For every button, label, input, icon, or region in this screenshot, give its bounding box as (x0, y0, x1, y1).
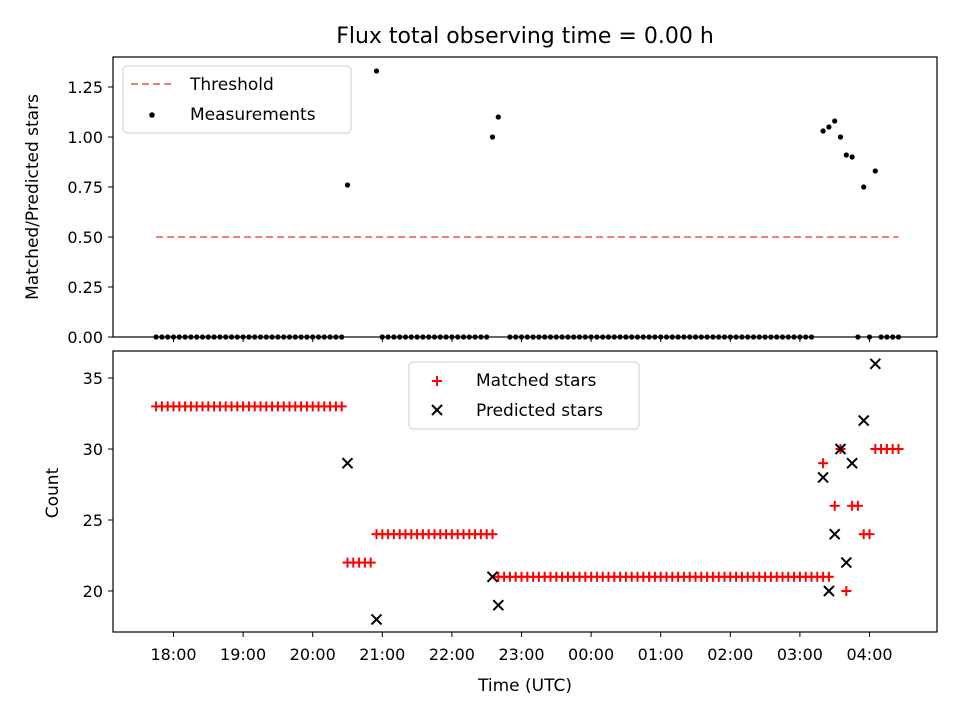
measurement-point (820, 128, 826, 134)
measurement-point (849, 154, 855, 160)
top-legend-box (122, 65, 352, 134)
matched-star-point (893, 444, 904, 454)
x-tick-label: 02:00 (707, 645, 753, 664)
predicted-star-point (840, 556, 853, 569)
bottom-plot-area: 20 25 30 35 18:00 19:00 20:00 21:00 22:00 23:00 00… (83, 358, 904, 664)
matched-star-point (823, 571, 834, 582)
bottom-y-tick-label: 25 (83, 511, 103, 530)
top-y-tick-label: 1.25 (67, 78, 103, 97)
x-tick-label: 04:00 (846, 645, 892, 664)
bottom-axes-frame (112, 350, 938, 633)
predicted-star-point (817, 471, 829, 484)
matched-legend-label: Matched stars (476, 371, 596, 391)
predicted-star-point (370, 613, 383, 626)
bottom-panel: Count Time (UTC) 20 25 30 35 18:00 19:00 20:00… (43, 350, 938, 696)
predicted-star-point (341, 457, 354, 469)
predicted-star-point (869, 358, 882, 370)
predicted-star-point (828, 528, 841, 540)
measurement-point (495, 114, 501, 120)
matched-star-point (829, 500, 840, 511)
measurement-point (861, 184, 867, 190)
measurements-legend-swatch (149, 112, 155, 118)
top-chart-title: Flux total observing time = 0.00 h (336, 24, 714, 49)
measurements-legend-label: Measurements (190, 105, 316, 125)
top-panel: Flux total observing time = 0.00 h Match… (23, 24, 938, 347)
x-tick-label: 00:00 (568, 645, 614, 664)
x-tick-label: 18:00 (150, 645, 196, 664)
x-tick-label: 01:00 (638, 645, 684, 664)
bottom-y-tick-label: 30 (83, 440, 103, 459)
measurement-point (373, 68, 380, 74)
predicted-star-point (846, 457, 858, 469)
matched-star-point (841, 586, 852, 596)
top-y-axis-label: Matched/Predicted stars (23, 94, 43, 300)
top-y-tick-label: 1.00 (67, 128, 103, 147)
x-axis-label: Time (UTC) (477, 676, 572, 696)
matched-star-point (864, 529, 875, 540)
measurement-point (872, 168, 878, 174)
x-tick-label: 03:00 (777, 645, 823, 664)
bottom-y-axis-label: Count (43, 467, 63, 518)
top-y-tick-label: 0.50 (67, 228, 103, 247)
matched-star-point (818, 458, 829, 469)
threshold-legend-label: Threshold (189, 75, 274, 95)
predicted-star-point (834, 443, 847, 455)
bottom-y-tick-label: 20 (83, 582, 103, 601)
x-tick-label: 20:00 (290, 645, 336, 664)
matched-star-point (365, 557, 376, 568)
top-legend: Threshold Measurements (122, 65, 352, 134)
measurement-point (344, 182, 351, 188)
predicted-star-point (823, 585, 835, 597)
predicted-star-point (492, 599, 505, 611)
predicted-star-point (486, 571, 499, 583)
x-tick-label: 21:00 (359, 645, 405, 664)
predicted-legend-label: Predicted stars (476, 401, 603, 421)
bottom-y-tick-label: 35 (83, 369, 103, 388)
bottom-legend-box (408, 361, 640, 430)
matched-star-point (852, 500, 863, 511)
x-tick-label: 19:00 (220, 645, 266, 664)
matched-star-point (487, 529, 498, 540)
top-plot-area: 0.00 0.25 0.50 0.75 1.00 1.25 (67, 68, 902, 347)
measurement-point (837, 134, 844, 140)
top-y-tick-label: 0.25 (67, 278, 103, 297)
matched-legend-swatch (432, 376, 442, 386)
top-y-tick-label: 0.00 (67, 328, 103, 347)
top-axes-frame (112, 56, 938, 338)
x-tick-label: 22:00 (429, 645, 475, 664)
measurement-point (826, 124, 832, 130)
measurement-point (832, 118, 838, 124)
predicted-star-point (857, 414, 870, 427)
predicted-legend-swatch (431, 404, 443, 416)
bottom-legend: Matched stars Predicted stars (408, 361, 640, 430)
top-y-tick-label: 0.75 (67, 178, 103, 197)
measurement-point (489, 134, 496, 140)
x-tick-label: 23:00 (498, 645, 544, 664)
measurement-point (843, 152, 849, 158)
matched-star-point (336, 401, 347, 412)
